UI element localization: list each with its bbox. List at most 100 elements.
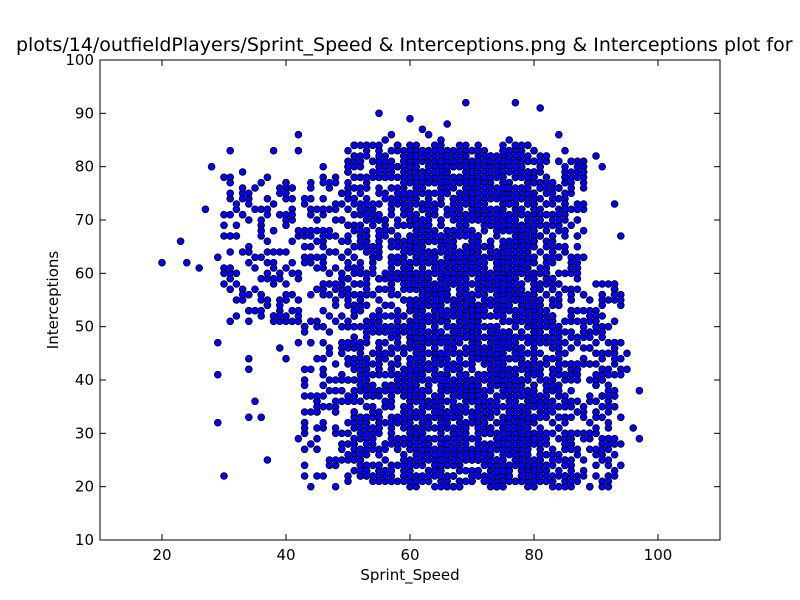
scatter-point <box>288 317 297 326</box>
scatter-point <box>269 248 278 256</box>
scatter-point <box>362 200 371 208</box>
scatter-point <box>282 312 290 320</box>
scatter-point <box>542 333 551 342</box>
scatter-point <box>387 429 396 438</box>
scatter-point <box>548 285 557 294</box>
scatter-point <box>499 482 507 491</box>
scatter-point <box>480 173 489 182</box>
scatter-point <box>331 397 340 406</box>
scatter-point <box>492 189 501 198</box>
scatter-point <box>523 349 532 358</box>
scatter-point <box>474 162 483 171</box>
scatter-point <box>424 232 433 240</box>
scatter-point <box>226 210 235 219</box>
x-axis-label: Sprint_Speed <box>360 566 459 585</box>
scatter-point <box>412 210 421 219</box>
scatter-point <box>337 386 346 395</box>
scatter-point <box>319 418 328 427</box>
scatter-point <box>443 376 452 384</box>
scatter-point <box>492 210 501 219</box>
scatter-point <box>499 157 507 166</box>
scatter-point <box>511 477 520 486</box>
scatter-point <box>418 184 427 192</box>
scatter-point <box>387 370 396 379</box>
scatter-point <box>313 424 321 432</box>
scatter-point <box>344 248 352 256</box>
scatter-point <box>356 157 365 166</box>
scatter-point <box>331 408 340 416</box>
scatter-point <box>517 418 526 427</box>
scatter-point <box>238 184 247 192</box>
scatter-point <box>412 152 421 160</box>
scatter-point <box>424 152 433 160</box>
scatter-point <box>474 413 483 422</box>
scatter-point <box>362 429 371 438</box>
scatter-point <box>356 226 365 235</box>
scatter-point <box>523 226 532 235</box>
scatter-point <box>523 173 532 182</box>
scatter-point <box>375 349 383 358</box>
scatter-point <box>561 402 569 411</box>
scatter-point <box>344 290 352 299</box>
scatter-point <box>492 418 501 427</box>
scatter-point <box>275 344 284 352</box>
scatter-point <box>406 178 414 187</box>
scatter-point <box>505 354 514 363</box>
scatter-point <box>356 173 365 182</box>
scatter-point <box>251 285 259 294</box>
scatter-point <box>517 296 526 304</box>
scatter-point <box>399 413 408 422</box>
x-tick-label: 100 <box>644 546 673 564</box>
scatter-point <box>492 466 501 475</box>
scatter-point <box>300 226 309 235</box>
scatter-point <box>554 338 563 347</box>
scatter-point <box>368 349 377 358</box>
scatter-point <box>350 173 359 182</box>
scatter-point <box>158 258 166 267</box>
scatter-point <box>567 445 575 454</box>
scatter-point <box>542 200 551 208</box>
scatter-point <box>616 370 625 379</box>
scatter-point <box>251 264 259 272</box>
scatter-point <box>567 413 575 422</box>
scatter-point <box>610 290 619 299</box>
scatter-point <box>567 157 575 166</box>
scatter-point <box>461 274 470 283</box>
scatter-point <box>288 210 297 219</box>
scatter-point <box>461 381 470 390</box>
scatter-point <box>350 210 359 219</box>
x-tick-label: 60 <box>400 546 419 564</box>
scatter-point <box>598 354 606 363</box>
scatter-point <box>561 317 569 326</box>
scatter-point <box>530 466 538 475</box>
y-tick-label: 10 <box>75 531 94 549</box>
scatter-point <box>548 216 557 224</box>
scatter-point <box>443 189 452 198</box>
scatter-point <box>598 280 606 288</box>
scatter-point <box>344 429 352 438</box>
scatter-point <box>554 280 563 288</box>
scatter-point <box>592 424 600 432</box>
scatter-point <box>542 450 551 459</box>
scatter-point <box>263 258 272 267</box>
scatter-point <box>486 445 495 454</box>
scatter-point <box>592 338 600 347</box>
scatter-point <box>350 253 359 262</box>
scatter-point <box>530 312 538 320</box>
scatter-point <box>554 253 563 262</box>
scatter-point <box>294 434 303 443</box>
scatter-point <box>443 397 452 406</box>
scatter-point <box>350 338 359 347</box>
scatter-point <box>387 242 396 251</box>
scatter-point <box>604 338 613 347</box>
scatter-point <box>362 152 371 160</box>
scatter-point <box>300 258 309 267</box>
scatter-point <box>604 381 613 390</box>
scatter-point <box>356 429 365 438</box>
scatter-point <box>430 424 439 432</box>
scatter-point <box>554 365 563 374</box>
scatter-point <box>598 477 606 486</box>
scatter-point <box>362 413 371 422</box>
scatter-point <box>350 397 359 406</box>
scatter-point <box>554 322 563 331</box>
